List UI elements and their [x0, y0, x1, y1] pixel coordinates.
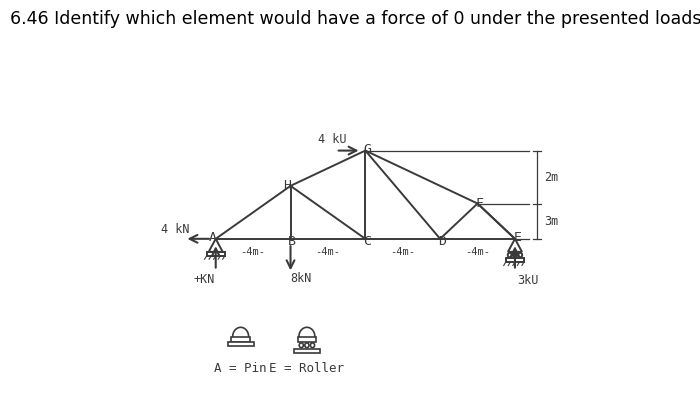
- Text: -4m-: -4m-: [465, 247, 490, 257]
- Text: H: H: [284, 179, 292, 192]
- Circle shape: [299, 343, 303, 348]
- Circle shape: [508, 253, 512, 257]
- Text: E: E: [514, 231, 522, 244]
- Text: 3m: 3m: [545, 215, 559, 228]
- Text: E = Roller: E = Roller: [270, 362, 344, 375]
- Text: +KN: +KN: [193, 273, 215, 286]
- Text: A: A: [209, 231, 217, 244]
- Text: -4m-: -4m-: [316, 247, 340, 257]
- Text: G: G: [363, 143, 371, 156]
- Polygon shape: [298, 336, 316, 342]
- Text: 2m: 2m: [545, 170, 559, 184]
- Circle shape: [310, 343, 314, 348]
- Text: D: D: [438, 235, 446, 248]
- Circle shape: [513, 253, 517, 257]
- Text: 6.46 Identify which element would have a force of 0 under the presented loads.: 6.46 Identify which element would have a…: [10, 10, 700, 28]
- Polygon shape: [294, 349, 320, 353]
- Text: 3kU: 3kU: [517, 274, 538, 287]
- Polygon shape: [228, 342, 253, 346]
- Text: B: B: [288, 235, 296, 248]
- Text: 4 kU: 4 kU: [318, 133, 347, 146]
- Text: -4m-: -4m-: [241, 247, 265, 257]
- Polygon shape: [206, 252, 225, 256]
- Circle shape: [518, 253, 522, 257]
- Polygon shape: [508, 239, 522, 252]
- Text: F: F: [475, 197, 484, 209]
- Text: 8kN: 8kN: [290, 272, 312, 285]
- Polygon shape: [231, 336, 250, 342]
- Text: 4 kN: 4 kN: [161, 223, 190, 236]
- Text: A = Pin: A = Pin: [214, 362, 267, 375]
- Text: C: C: [363, 235, 371, 248]
- Polygon shape: [209, 239, 223, 252]
- Text: -4m-: -4m-: [390, 247, 415, 257]
- Circle shape: [304, 343, 309, 348]
- Polygon shape: [506, 258, 524, 262]
